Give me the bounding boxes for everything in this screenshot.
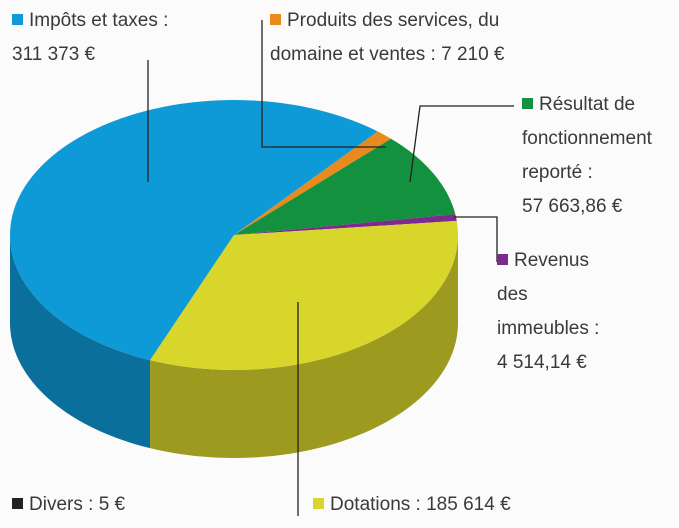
- label-name: Dotations :: [330, 494, 421, 515]
- label-name: Produits des services, du domaine et ven…: [270, 10, 500, 65]
- legend-swatch: [270, 14, 281, 25]
- label: Dotations : 185 614 €: [313, 488, 613, 522]
- label: Produits des services, du domaine et ven…: [270, 4, 570, 72]
- slice: [234, 138, 456, 235]
- label: Résultat de fonctionnement reporté : 57 …: [522, 88, 677, 224]
- slice: [234, 131, 391, 235]
- slice: [150, 235, 234, 361]
- legend-swatch: [12, 498, 23, 509]
- leader-line: [409, 105, 514, 183]
- value-label: 7 210 €: [441, 44, 505, 65]
- legend-swatch: [522, 98, 533, 109]
- legend-swatch: [12, 14, 23, 25]
- legend-swatch: [313, 498, 324, 509]
- slice-side: [150, 235, 458, 458]
- label: Divers : 5 €: [12, 488, 212, 522]
- leader-line: [261, 20, 386, 148]
- label-name: Impôts et taxes :: [29, 10, 169, 31]
- value-label: 4 514,14 €: [497, 352, 587, 373]
- value-label: 311 373 €: [12, 44, 96, 65]
- value-label: 5 €: [98, 494, 126, 515]
- slice-side: [10, 235, 151, 449]
- value-label: 57 663,86 €: [522, 196, 623, 217]
- label-name: Divers :: [29, 494, 94, 515]
- slice: [234, 214, 457, 235]
- slice: [10, 100, 378, 361]
- slice: [150, 220, 458, 370]
- pie: [10, 100, 458, 458]
- label-name: Résultat de fonctionnement reporté :: [522, 94, 652, 183]
- label: Impôts et taxes : 311 373 €: [12, 4, 212, 72]
- legend-swatch: [497, 254, 508, 265]
- label-name: Revenus des immeubles :: [497, 250, 600, 339]
- value-label: 185 614 €: [426, 494, 511, 515]
- leader-line: [454, 216, 498, 262]
- label: Revenus des immeubles : 4 514,14 €: [497, 244, 609, 380]
